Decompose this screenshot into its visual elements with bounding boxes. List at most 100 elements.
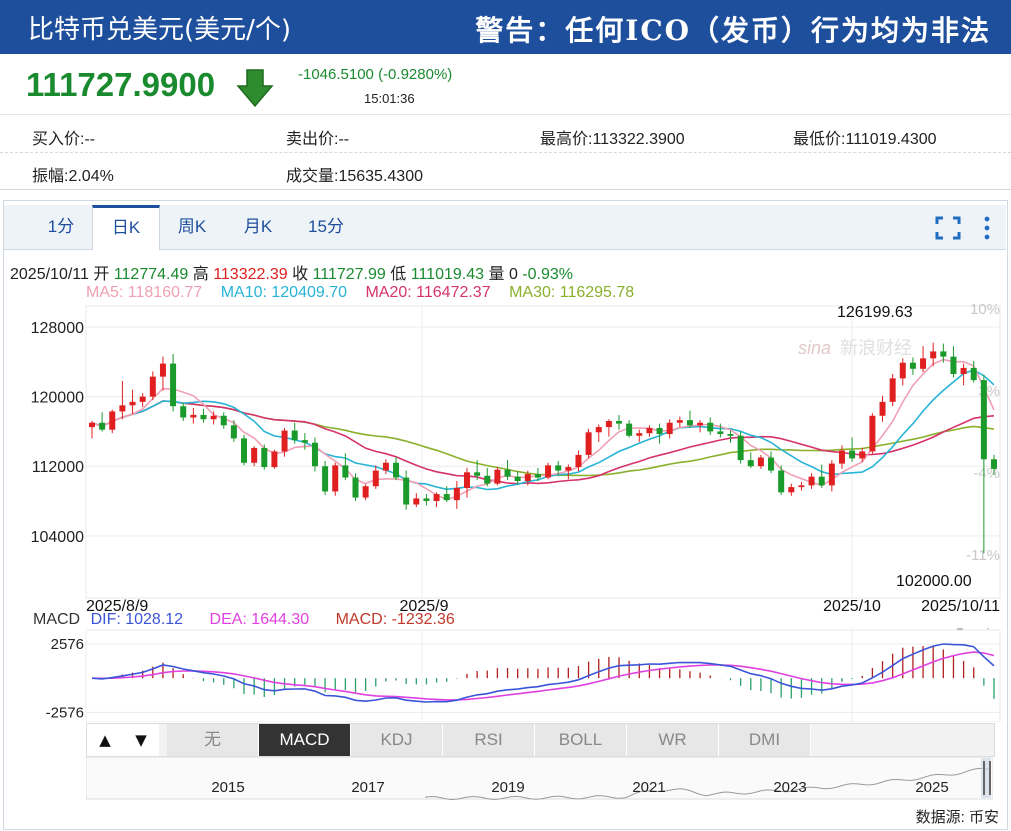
dea-line	[91, 651, 995, 701]
candle-body	[555, 465, 562, 471]
indicator-dmi[interactable]: DMI	[719, 724, 811, 756]
tab-1min[interactable]: 1分	[47, 217, 75, 236]
candle-body	[453, 487, 460, 501]
macd-chart[interactable]: 2576 -2576 ▲ ▼	[0, 628, 1011, 722]
volume-label: 成交量:	[286, 168, 339, 185]
macd-grid	[85, 629, 1001, 722]
tab-15min[interactable]: 15分	[308, 217, 344, 236]
indicator-rsi[interactable]: RSI	[443, 724, 535, 756]
y-tick-label: 112000	[32, 459, 84, 476]
candle-body	[889, 378, 896, 402]
last-price: 111727.9900	[26, 66, 216, 103]
high-label: 最高价:	[540, 131, 593, 148]
navigator-handle-right[interactable]	[989, 761, 991, 795]
navigator-year: 2015	[211, 779, 244, 796]
navigator-year: 2025	[915, 779, 948, 796]
stats-row-1: 买入价:-- 卖出价:-- 最高价:113322.3900 最低价:111019…	[0, 116, 1011, 153]
more-menu-icon[interactable]	[982, 215, 992, 241]
svg-text:sina: sina	[798, 338, 831, 358]
candle-body	[281, 430, 288, 452]
period-tabs: 1分 日K 周K 月K 15分	[4, 205, 1006, 250]
navigator-selection[interactable]	[981, 758, 991, 798]
date-label: 2025/10	[823, 598, 881, 615]
fullscreen-icon[interactable]	[934, 215, 962, 241]
candle-body	[261, 447, 268, 468]
ma20-legend: MA20: 116472.37	[365, 284, 491, 301]
scroll-up-button[interactable]: ▲	[87, 724, 123, 756]
macd-legend: MACD DIF: 1028.12 DEA: 1644.30 MACD: -12…	[33, 611, 455, 629]
tab-weekly[interactable]: 周K	[177, 217, 207, 236]
candle-body	[849, 450, 856, 459]
indicator-macd[interactable]: MACD	[259, 724, 351, 756]
chart-frame	[3, 200, 1008, 830]
candle-body	[393, 462, 400, 478]
tab-daily[interactable]: 日K	[92, 205, 160, 250]
ma5-legend: MA5: 118160.77	[86, 284, 203, 301]
ask-stat: 卖出价:--	[286, 125, 349, 149]
page-title: 比特币兑美元(美元/个)	[28, 15, 292, 45]
indicator-boll[interactable]: BOLL	[535, 724, 627, 756]
candle-body	[170, 363, 177, 407]
quote-time: 15:01:36	[364, 91, 415, 106]
expand-down-icon[interactable]: ▼	[982, 628, 994, 633]
candle-body	[190, 414, 197, 418]
ask-label: 卖出价:	[286, 131, 339, 148]
candle-body	[524, 474, 531, 482]
macd-value-legend: MACD: -1232.36	[335, 611, 455, 628]
candle-body	[757, 457, 764, 467]
navigator-year: 2023	[773, 779, 806, 796]
macd-lines	[91, 643, 995, 703]
navigator-handle-left[interactable]	[983, 761, 985, 795]
candles	[89, 342, 997, 554]
collapse-up-icon[interactable]: ▲	[954, 628, 966, 633]
candle-body	[362, 486, 369, 498]
amplitude-label: 振幅:	[32, 168, 69, 185]
ohlc-high: 113322.39	[213, 266, 288, 283]
indicator-kdj[interactable]: KDJ	[351, 724, 443, 756]
candle-body	[230, 425, 237, 439]
bid-stat: 买入价:--	[32, 125, 95, 149]
candle-body	[423, 498, 430, 502]
macd-y-ticks: 2576 -2576	[46, 636, 84, 721]
ohlc-volume: 0	[508, 266, 518, 283]
candle-body	[382, 462, 389, 471]
date-label: 2025/8/9	[86, 598, 148, 615]
candle-body	[585, 432, 592, 455]
price-annotations: 126199.63 102000.00	[837, 304, 972, 590]
candle-body	[89, 422, 95, 428]
scroll-down-button[interactable]: ▼	[123, 724, 159, 756]
pct-tick-label: -11%	[966, 547, 1000, 564]
candle-body	[332, 465, 339, 492]
stats-row-2: 振幅:2.04% 成交量:15635.4300	[0, 153, 1011, 190]
indicator-none[interactable]: 无	[167, 724, 259, 756]
candle-body	[565, 467, 572, 471]
ohlc-volume-label: 量	[488, 266, 505, 283]
candle-body	[433, 494, 440, 502]
data-source: 数据源: 币安	[915, 809, 999, 826]
y-tick-label: 104000	[31, 529, 84, 546]
candle-body	[808, 476, 815, 486]
candle-body	[930, 351, 937, 359]
candle-body	[920, 358, 927, 369]
plot-border	[85, 305, 1001, 599]
candle-body	[960, 367, 967, 375]
candle-body	[413, 498, 420, 505]
indicator-wr[interactable]: WR	[627, 724, 719, 756]
range-navigator[interactable]: 2015 2017 2019 2021 2023 2025	[86, 757, 993, 802]
ohlc-high-label: 高	[192, 266, 209, 283]
candle-body	[251, 447, 258, 463]
candle-body	[616, 420, 623, 424]
ma10-legend: MA10: 120409.70	[220, 284, 348, 301]
navigator-year: 2019	[491, 779, 524, 796]
candle-body	[697, 422, 704, 426]
ohlc-close-label: 收	[292, 266, 309, 283]
navigator-history-line	[425, 767, 992, 801]
candle-body	[534, 474, 541, 478]
candle-body	[119, 405, 126, 412]
low-stat: 最低价:111019.4300	[793, 125, 937, 149]
tab-monthly[interactable]: 月K	[243, 217, 273, 236]
macd-border	[85, 629, 1001, 722]
ask-value: --	[338, 131, 350, 148]
